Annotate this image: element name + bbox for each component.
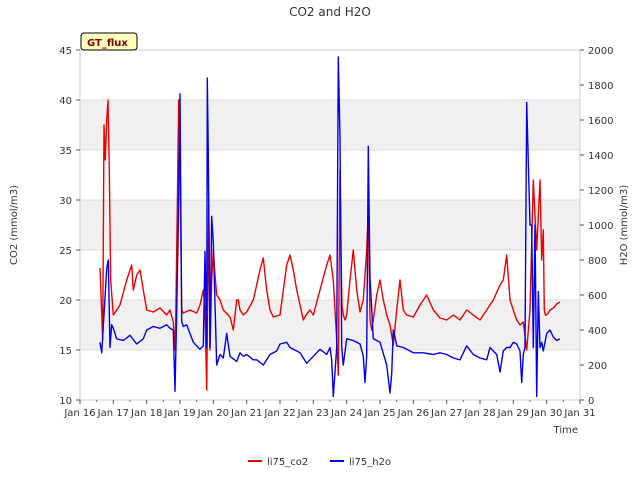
x-tick-label: Jan 29 xyxy=(497,408,529,419)
right-y-tick-label: 400 xyxy=(588,326,607,337)
series-line-li75_co2 xyxy=(99,99,561,391)
x-tick-label: Jan 31 xyxy=(563,408,595,419)
plot-band xyxy=(80,100,580,150)
x-tick-label: Jan 28 xyxy=(463,408,495,419)
left-y-tick-label: 45 xyxy=(59,46,72,57)
right-y-tick-label: 200 xyxy=(588,361,607,372)
legend-label-co2: li75_co2 xyxy=(267,457,308,468)
x-tick-label: Jan 26 xyxy=(397,408,429,419)
x-tick-label: Jan 18 xyxy=(130,408,162,419)
site-label-badge: GT_flux xyxy=(80,32,138,51)
x-tick-label: Jan 24 xyxy=(330,408,362,419)
x-tick-label: Jan 25 xyxy=(363,408,395,419)
x-tick-label: Jan 20 xyxy=(197,408,229,419)
right-y-tick-label: 1400 xyxy=(588,151,613,162)
x-tick-label: Jan 16 xyxy=(63,408,95,419)
chart-title: CO2 and H2O xyxy=(289,5,371,19)
right-y-tick-label: 600 xyxy=(588,291,607,302)
left-y-tick-label: 30 xyxy=(59,196,72,207)
right-y-tick-label: 1800 xyxy=(588,81,613,92)
right-y-tick-label: 2000 xyxy=(588,46,613,57)
left-y-tick-label: 40 xyxy=(59,96,72,107)
left-y-tick-label: 15 xyxy=(59,346,72,357)
axis-ticks: Jan 16 Jan 17 Jan 18 Jan 19 Jan 20 Jan 21 Jan … xyxy=(59,46,613,419)
x-tick-label: Jan 27 xyxy=(430,408,462,419)
x-tick-label: Jan 19 xyxy=(163,408,195,419)
right-y-tick-label: 0 xyxy=(588,396,594,407)
right-y-tick-label: 1000 xyxy=(588,221,613,232)
x-tick-label: Jan 30 xyxy=(530,408,562,419)
plot-band xyxy=(80,300,580,350)
site-label-text: GT_flux xyxy=(87,38,128,49)
plot-band xyxy=(80,200,580,250)
x-tick-label: Jan 21 xyxy=(230,408,262,419)
left-y-axis-title: CO2 (mmol/m3) xyxy=(9,185,20,265)
series-layer xyxy=(99,56,561,398)
x-tick-label: Jan 23 xyxy=(297,408,329,419)
right-y-tick-label: 1600 xyxy=(588,116,613,127)
left-y-tick-label: 35 xyxy=(59,146,72,157)
site-label-box xyxy=(80,32,138,51)
left-y-tick-label: 25 xyxy=(59,246,72,257)
x-tick-label: Jan 22 xyxy=(263,408,295,419)
right-y-axis-title: H2O (mmol/m3) xyxy=(619,185,630,266)
right-y-tick-label: 800 xyxy=(588,256,607,267)
right-y-tick-label: 1200 xyxy=(588,186,613,197)
legend: li75_co2 li75_h2o xyxy=(248,457,391,468)
series-line-li75_h2o xyxy=(99,56,561,398)
x-axis-title: Time xyxy=(553,425,578,436)
x-tick-label: Jan 17 xyxy=(97,408,129,419)
left-y-tick-label: 10 xyxy=(59,396,72,407)
left-y-tick-label: 20 xyxy=(59,296,72,307)
legend-label-h2o: li75_h2o xyxy=(349,457,391,468)
